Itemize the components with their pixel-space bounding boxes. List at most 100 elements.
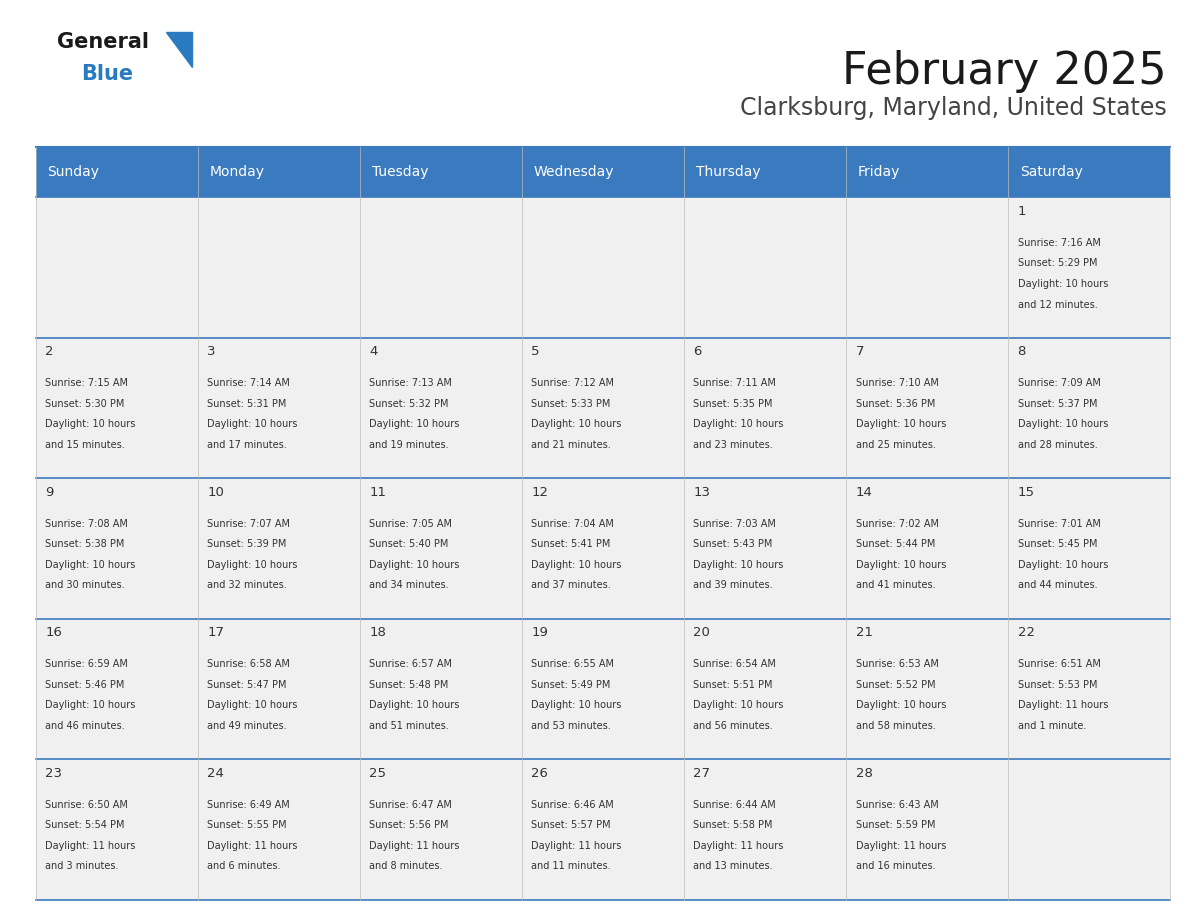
Bar xyxy=(360,619,522,759)
Bar xyxy=(1009,197,1170,338)
Text: and 51 minutes.: and 51 minutes. xyxy=(369,721,449,731)
Bar xyxy=(684,478,846,619)
Text: Daylight: 11 hours: Daylight: 11 hours xyxy=(855,841,946,851)
Text: and 3 minutes.: and 3 minutes. xyxy=(45,861,119,871)
Text: 16: 16 xyxy=(45,626,62,639)
Text: Sunset: 5:36 PM: Sunset: 5:36 PM xyxy=(855,398,935,409)
Text: 7: 7 xyxy=(855,345,864,358)
Text: and 56 minutes.: and 56 minutes. xyxy=(694,721,773,731)
Bar xyxy=(522,619,684,759)
Text: Sunset: 5:37 PM: Sunset: 5:37 PM xyxy=(1018,398,1097,409)
Text: Sunset: 5:45 PM: Sunset: 5:45 PM xyxy=(1018,539,1097,549)
Text: and 23 minutes.: and 23 minutes. xyxy=(694,440,773,450)
Text: Sunset: 5:57 PM: Sunset: 5:57 PM xyxy=(531,820,611,830)
Text: Sunset: 5:41 PM: Sunset: 5:41 PM xyxy=(531,539,611,549)
Text: and 46 minutes.: and 46 minutes. xyxy=(45,721,125,731)
Text: 21: 21 xyxy=(855,626,872,639)
Text: Sunset: 5:46 PM: Sunset: 5:46 PM xyxy=(45,679,125,689)
Text: Daylight: 10 hours: Daylight: 10 hours xyxy=(1018,560,1108,570)
Text: Sunrise: 7:03 AM: Sunrise: 7:03 AM xyxy=(694,519,776,529)
Text: and 11 minutes.: and 11 minutes. xyxy=(531,861,611,871)
Text: and 53 minutes.: and 53 minutes. xyxy=(531,721,611,731)
Text: Sunset: 5:59 PM: Sunset: 5:59 PM xyxy=(855,820,935,830)
Text: Wednesday: Wednesday xyxy=(533,165,614,179)
Text: and 12 minutes.: and 12 minutes. xyxy=(1018,299,1098,309)
Text: 3: 3 xyxy=(207,345,216,358)
Bar xyxy=(522,759,684,900)
Text: Thursday: Thursday xyxy=(696,165,760,179)
Bar xyxy=(360,197,522,338)
Text: 22: 22 xyxy=(1018,626,1035,639)
Bar xyxy=(684,197,846,338)
Bar xyxy=(846,338,1009,478)
Bar xyxy=(522,338,684,478)
Text: Sunset: 5:51 PM: Sunset: 5:51 PM xyxy=(694,679,773,689)
Text: and 34 minutes.: and 34 minutes. xyxy=(369,580,449,590)
Text: and 15 minutes.: and 15 minutes. xyxy=(45,440,125,450)
Text: Daylight: 10 hours: Daylight: 10 hours xyxy=(207,700,298,711)
Text: Sunset: 5:44 PM: Sunset: 5:44 PM xyxy=(855,539,935,549)
Text: Daylight: 10 hours: Daylight: 10 hours xyxy=(207,560,298,570)
Text: Friday: Friday xyxy=(858,165,901,179)
Text: Sunset: 5:56 PM: Sunset: 5:56 PM xyxy=(369,820,449,830)
Text: and 49 minutes.: and 49 minutes. xyxy=(207,721,286,731)
Bar xyxy=(684,338,846,478)
Text: and 39 minutes.: and 39 minutes. xyxy=(694,580,773,590)
Text: and 16 minutes.: and 16 minutes. xyxy=(855,861,935,871)
Text: Sunrise: 6:53 AM: Sunrise: 6:53 AM xyxy=(855,659,939,669)
Text: 5: 5 xyxy=(531,345,539,358)
Text: Sunrise: 7:11 AM: Sunrise: 7:11 AM xyxy=(694,378,776,388)
Text: Daylight: 10 hours: Daylight: 10 hours xyxy=(694,560,784,570)
Text: Sunrise: 7:02 AM: Sunrise: 7:02 AM xyxy=(855,519,939,529)
Text: Sunrise: 6:51 AM: Sunrise: 6:51 AM xyxy=(1018,659,1100,669)
Text: 25: 25 xyxy=(369,767,386,779)
Text: Sunrise: 7:05 AM: Sunrise: 7:05 AM xyxy=(369,519,453,529)
Text: Daylight: 10 hours: Daylight: 10 hours xyxy=(694,700,784,711)
Bar xyxy=(522,478,684,619)
Bar xyxy=(846,759,1009,900)
Bar xyxy=(684,619,846,759)
Text: 28: 28 xyxy=(855,767,872,779)
Text: Sunset: 5:40 PM: Sunset: 5:40 PM xyxy=(369,539,449,549)
Text: Monday: Monday xyxy=(209,165,265,179)
Text: Tuesday: Tuesday xyxy=(372,165,428,179)
Text: 17: 17 xyxy=(207,626,225,639)
Text: and 32 minutes.: and 32 minutes. xyxy=(207,580,287,590)
Text: and 37 minutes.: and 37 minutes. xyxy=(531,580,611,590)
Bar xyxy=(197,619,360,759)
Text: Sunrise: 7:07 AM: Sunrise: 7:07 AM xyxy=(207,519,290,529)
Text: Sunrise: 7:10 AM: Sunrise: 7:10 AM xyxy=(855,378,939,388)
Text: and 13 minutes.: and 13 minutes. xyxy=(694,861,773,871)
Text: Sunrise: 6:58 AM: Sunrise: 6:58 AM xyxy=(207,659,290,669)
Text: 14: 14 xyxy=(855,486,872,498)
Text: Sunrise: 7:12 AM: Sunrise: 7:12 AM xyxy=(531,378,614,388)
Text: Clarksburg, Maryland, United States: Clarksburg, Maryland, United States xyxy=(740,96,1167,120)
Text: 23: 23 xyxy=(45,767,62,779)
Bar xyxy=(36,197,197,338)
Text: Sunday: Sunday xyxy=(48,165,100,179)
Text: 2: 2 xyxy=(45,345,53,358)
Text: Sunset: 5:35 PM: Sunset: 5:35 PM xyxy=(694,398,773,409)
Bar xyxy=(36,338,197,478)
Text: Daylight: 10 hours: Daylight: 10 hours xyxy=(1018,420,1108,430)
Bar xyxy=(197,478,360,619)
Text: Sunrise: 6:44 AM: Sunrise: 6:44 AM xyxy=(694,800,776,810)
Text: Sunrise: 7:01 AM: Sunrise: 7:01 AM xyxy=(1018,519,1100,529)
Text: Sunset: 5:55 PM: Sunset: 5:55 PM xyxy=(207,820,286,830)
Text: February 2025: February 2025 xyxy=(842,50,1167,94)
Text: Sunrise: 7:16 AM: Sunrise: 7:16 AM xyxy=(1018,238,1100,248)
Text: 18: 18 xyxy=(369,626,386,639)
Text: 6: 6 xyxy=(694,345,702,358)
Text: 9: 9 xyxy=(45,486,53,498)
Text: Sunrise: 7:13 AM: Sunrise: 7:13 AM xyxy=(369,378,453,388)
Text: Daylight: 10 hours: Daylight: 10 hours xyxy=(369,560,460,570)
Text: and 8 minutes.: and 8 minutes. xyxy=(369,861,443,871)
Text: Daylight: 10 hours: Daylight: 10 hours xyxy=(855,420,946,430)
Text: Blue: Blue xyxy=(81,64,133,84)
Text: Daylight: 10 hours: Daylight: 10 hours xyxy=(855,700,946,711)
Text: Daylight: 11 hours: Daylight: 11 hours xyxy=(207,841,298,851)
Text: 19: 19 xyxy=(531,626,548,639)
Text: and 25 minutes.: and 25 minutes. xyxy=(855,440,935,450)
Text: Sunset: 5:39 PM: Sunset: 5:39 PM xyxy=(207,539,286,549)
Text: Sunrise: 6:59 AM: Sunrise: 6:59 AM xyxy=(45,659,128,669)
